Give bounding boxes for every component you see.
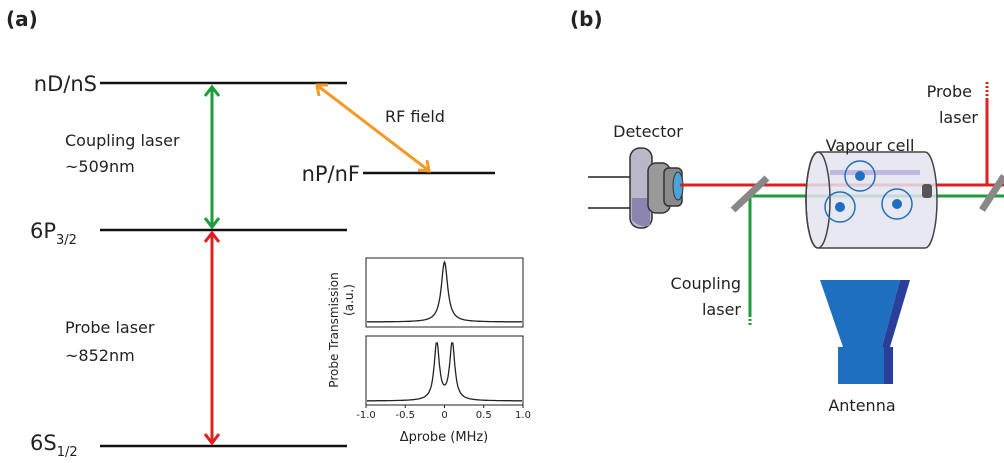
- inset-y-label: Probe Transmission: [327, 272, 341, 387]
- level-name: 6P: [30, 219, 56, 243]
- mirror: [979, 174, 1004, 212]
- coupling-label: Coupling laser: [65, 131, 180, 150]
- inset-curve: [366, 260, 523, 323]
- vapour-cell-label: Vapour cell: [826, 136, 915, 155]
- inset-tick-label: -1.0: [356, 410, 376, 421]
- inset-curve: [367, 342, 522, 402]
- vapour-cell: [805, 151, 938, 249]
- level-name: 6S: [30, 431, 57, 455]
- inset-x-label: Δprobe (MHz): [400, 430, 489, 445]
- probe-label: Probe: [927, 82, 972, 101]
- coupling-label: Coupling: [671, 274, 741, 293]
- probe-label: laser: [939, 108, 978, 127]
- panel-label: (a): [6, 7, 38, 31]
- level-label: nD/nS: [34, 72, 97, 96]
- inset-tick-label: -0.5: [395, 410, 415, 421]
- antenna: [820, 280, 910, 384]
- inset-tick-label: 0.5: [476, 410, 492, 421]
- probe-label: Probe laser: [65, 318, 155, 337]
- rf-label: RF field: [385, 107, 445, 126]
- inset-y-label: (a.u.): [342, 284, 356, 316]
- inset-xticks: -1.0 -0.5 0 0.5 1.0: [356, 405, 531, 421]
- antenna-label: Antenna: [828, 396, 895, 415]
- probe-wavelength: ~852nm: [65, 346, 135, 365]
- panel-label: (b): [570, 7, 603, 31]
- level-subscript: 3/2: [56, 233, 77, 248]
- coupling-label: laser: [702, 300, 741, 319]
- coupling-wavelength: ~509nm: [65, 157, 135, 176]
- level-label: nP/nF: [302, 162, 360, 186]
- mirror: [730, 175, 770, 213]
- level-subscript: 1/2: [57, 445, 78, 460]
- inset-frames: [365, 257, 524, 406]
- arrows: [203, 83, 431, 446]
- detector-label: Detector: [613, 122, 683, 141]
- inset-tick-label: 1.0: [515, 410, 531, 421]
- level-label: 6S1/2: [30, 431, 78, 460]
- level-label: 6P3/2: [30, 219, 77, 248]
- energy-levels: [100, 81, 495, 448]
- detector: [588, 147, 684, 229]
- inset-tick-label: 0: [441, 410, 447, 421]
